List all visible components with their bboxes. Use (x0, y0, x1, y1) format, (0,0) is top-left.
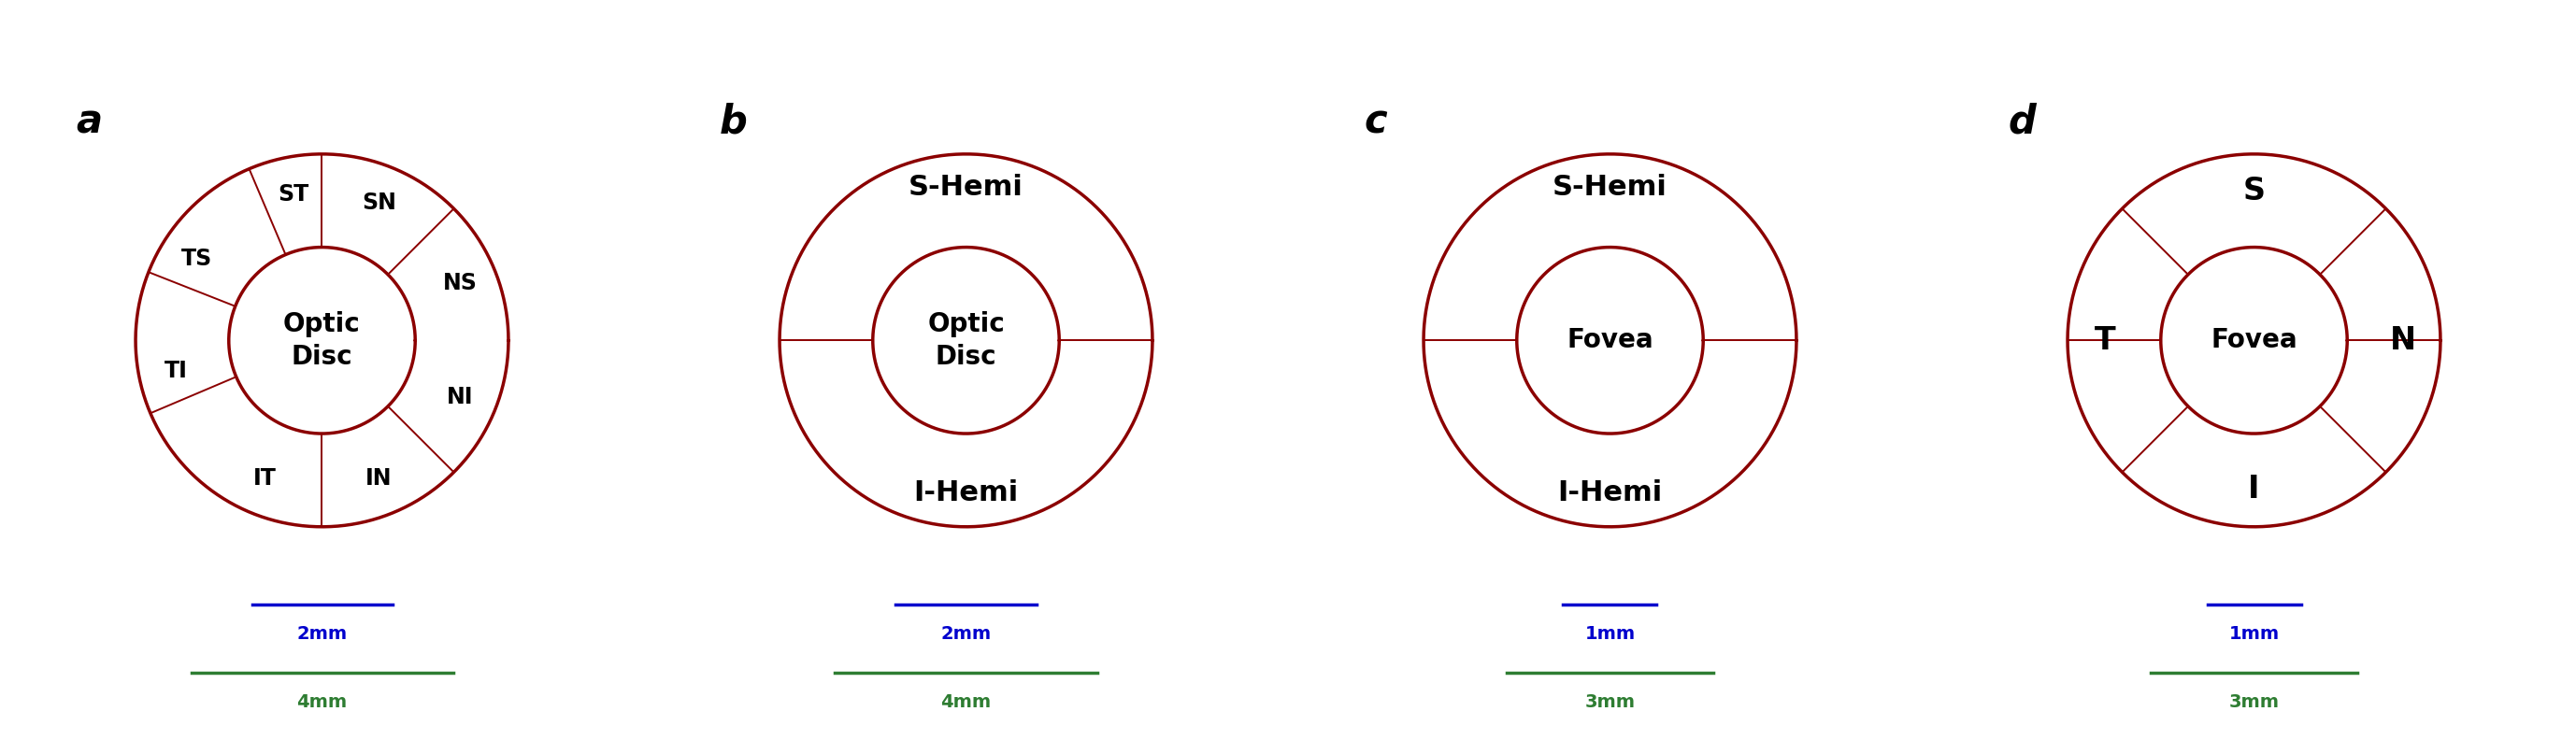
Text: TS: TS (180, 248, 211, 270)
Text: Optic
Disc: Optic Disc (927, 311, 1005, 370)
Text: I: I (2249, 474, 2259, 505)
Text: Fovea: Fovea (2210, 327, 2298, 354)
Text: IN: IN (366, 467, 392, 489)
Text: S-Hemi: S-Hemi (1553, 174, 1667, 201)
Text: 2mm: 2mm (940, 625, 992, 643)
Text: c: c (1363, 102, 1386, 141)
Text: 1mm: 1mm (1584, 625, 1636, 643)
Text: I-Hemi: I-Hemi (914, 480, 1018, 507)
Text: 4mm: 4mm (296, 693, 348, 711)
Text: SN: SN (361, 192, 397, 214)
Text: S-Hemi: S-Hemi (909, 174, 1023, 201)
Text: ST: ST (278, 183, 309, 205)
Text: NI: NI (446, 386, 474, 408)
Text: TI: TI (165, 360, 188, 383)
Text: d: d (2007, 102, 2035, 141)
Text: 3mm: 3mm (1584, 693, 1636, 711)
Text: Optic
Disc: Optic Disc (283, 311, 361, 370)
Text: b: b (719, 102, 747, 141)
Text: T: T (2094, 325, 2115, 356)
Text: a: a (75, 102, 103, 141)
Text: I-Hemi: I-Hemi (1558, 480, 1662, 507)
Text: Fovea: Fovea (1566, 327, 1654, 354)
Text: S: S (2244, 176, 2264, 206)
Text: 4mm: 4mm (940, 693, 992, 711)
Text: NS: NS (443, 272, 477, 295)
Text: N: N (2391, 325, 2416, 356)
Text: 2mm: 2mm (296, 625, 348, 643)
Text: 1mm: 1mm (2228, 625, 2280, 643)
Text: IT: IT (252, 467, 276, 489)
Text: 3mm: 3mm (2228, 693, 2280, 711)
